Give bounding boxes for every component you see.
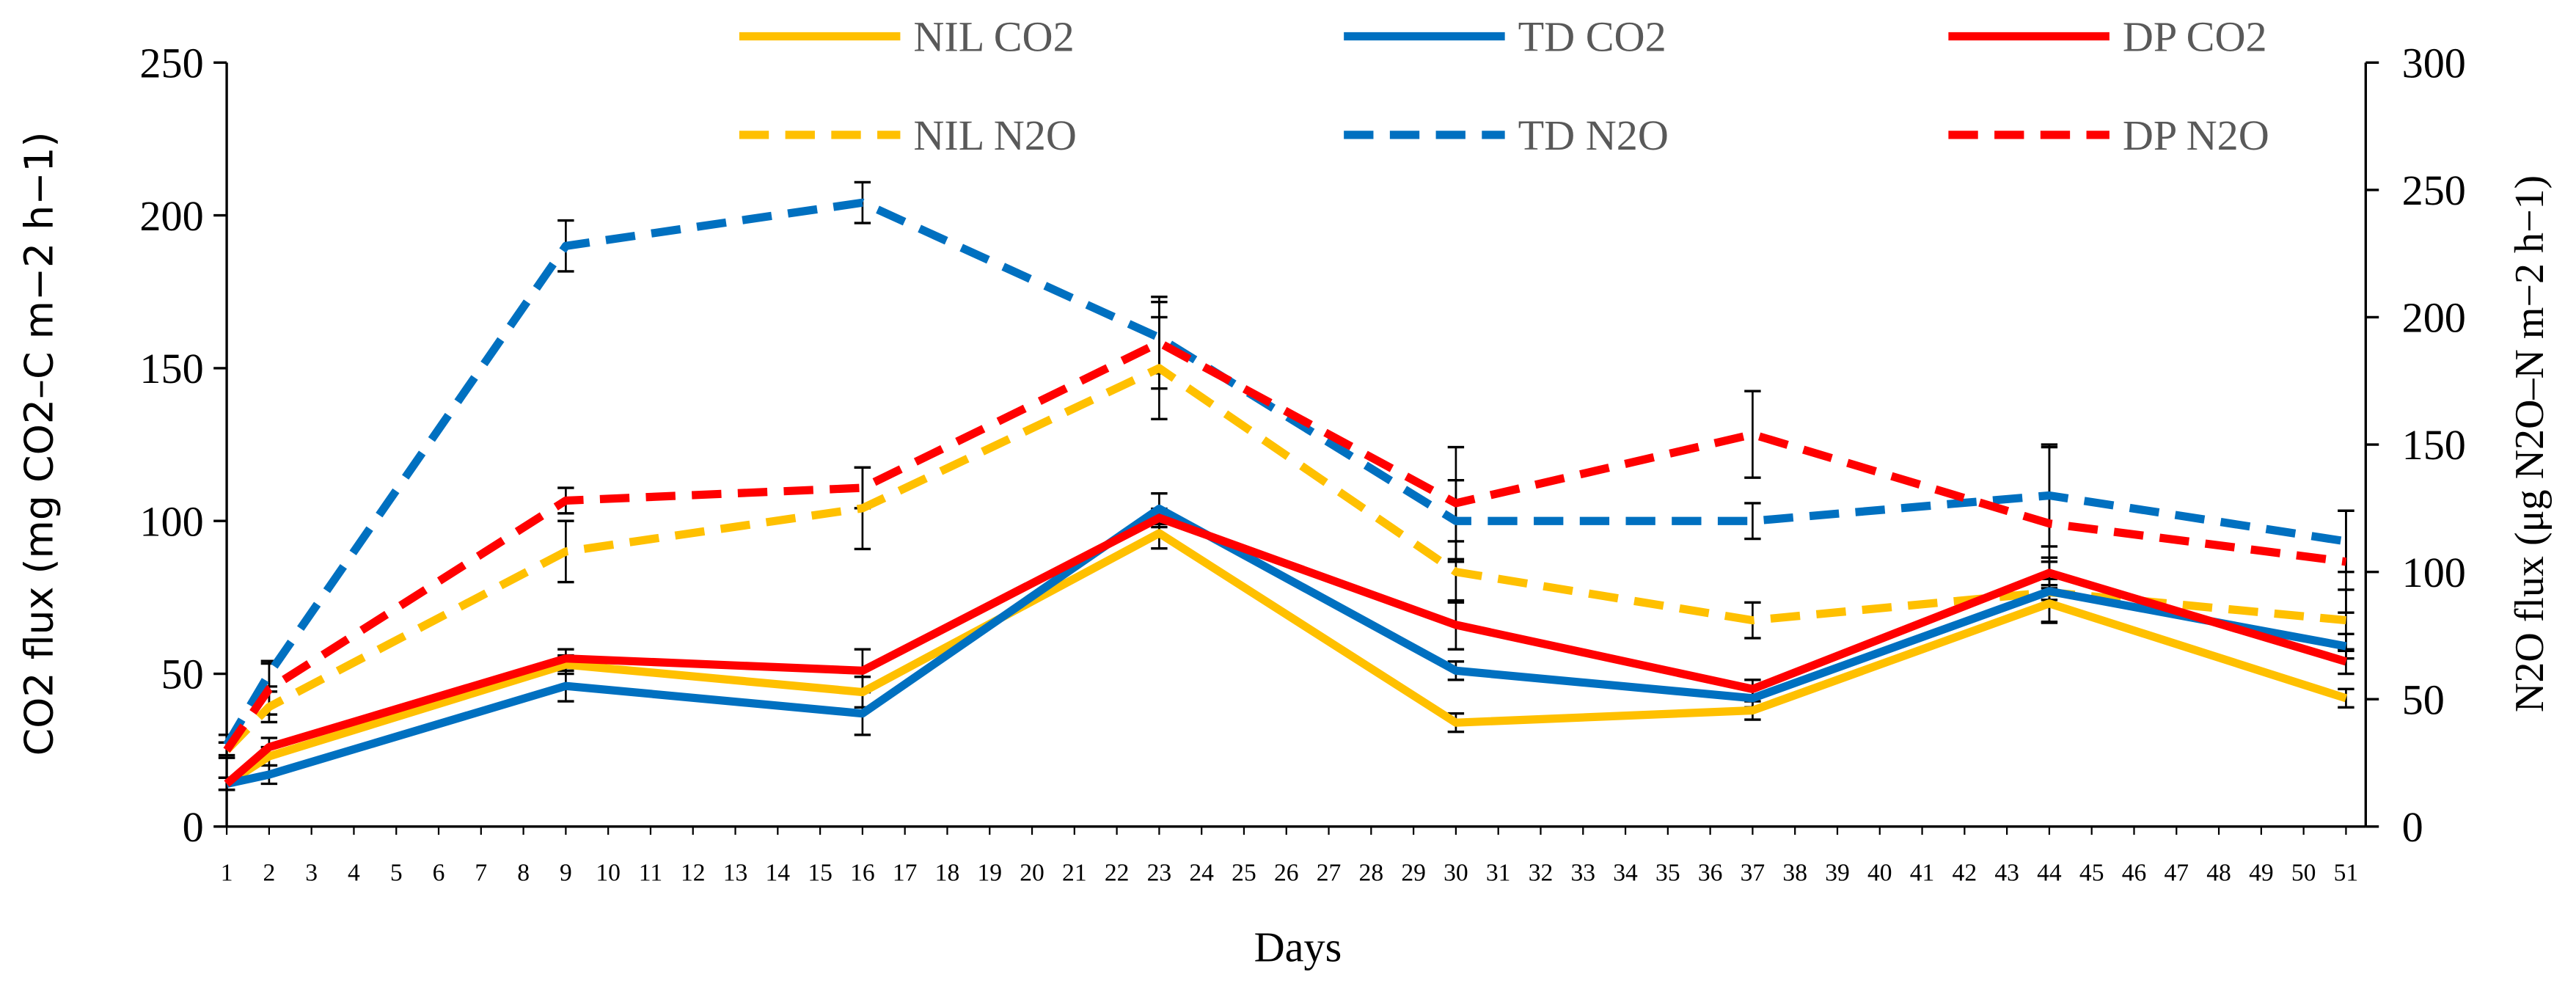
x-tick-label: 45 — [2079, 860, 2104, 887]
nil-n2o-line — [224, 364, 2346, 753]
x-tick-label: 35 — [1655, 860, 1680, 887]
x-tick-label: 12 — [681, 860, 706, 887]
legend-label-td-n2o: TD N2O — [1518, 111, 1669, 159]
x-tick-label: 25 — [1232, 860, 1256, 887]
legend-label-td-co2: TD CO2 — [1518, 13, 1666, 61]
x-tick-label: 28 — [1359, 860, 1384, 887]
td-co2-line — [225, 504, 2347, 788]
x-tick-label: 10 — [596, 860, 621, 887]
y-right-tick-label: 50 — [2402, 676, 2445, 723]
x-tick-label: 40 — [1867, 860, 1892, 887]
x-tick-label: 9 — [560, 860, 572, 887]
x-tick-label: 31 — [1486, 860, 1511, 887]
x-tick-label: 20 — [1020, 860, 1044, 887]
x-tick-label: 29 — [1401, 860, 1426, 887]
y-right-tick-label: 0 — [2402, 803, 2423, 851]
x-tick-label: 32 — [1529, 860, 1554, 887]
x-tick-label: 49 — [2249, 860, 2274, 887]
dp-co2-line — [224, 513, 2348, 787]
x-tick-label: 4 — [348, 860, 360, 887]
y-right-tick-label: 150 — [2402, 421, 2466, 469]
legend-label-nil-n2o: NIL N2O — [913, 111, 1077, 159]
x-tick-label: 24 — [1189, 860, 1214, 887]
y-axis-right-label: N2O flux (μg N2O–N m−2 h−1) — [2507, 175, 2553, 712]
legend: NIL CO2 TD CO2 DP CO2 NIL N2O TD N2O DP N2O — [739, 13, 2269, 159]
td-n2o-line — [223, 198, 2347, 747]
x-tick-label: 51 — [2334, 860, 2359, 887]
x-tick-label: 19 — [977, 860, 1002, 887]
x-tick-label: 11 — [639, 860, 662, 887]
x-tick-label: 39 — [1825, 860, 1850, 887]
x-tick-label: 8 — [517, 860, 530, 887]
x-tick-label: 26 — [1274, 860, 1299, 887]
x-tick-label: 50 — [2291, 860, 2316, 887]
x-tick-label: 15 — [808, 860, 833, 887]
x-tick-label: 42 — [1953, 860, 1977, 887]
x-tick-label: 47 — [2164, 860, 2189, 887]
x-tick-label: 6 — [433, 860, 445, 887]
x-tick-label: 3 — [305, 860, 318, 887]
x-tick-label: 30 — [1443, 860, 1468, 887]
error-bars — [218, 180, 2354, 791]
x-tick-label: 46 — [2122, 860, 2147, 887]
x-tick-label: 13 — [723, 860, 748, 887]
x-tick-label: 2 — [263, 860, 275, 887]
y-right-tick-label: 250 — [2402, 167, 2466, 214]
x-tick-label: 34 — [1613, 860, 1638, 887]
x-tick-label: 33 — [1570, 860, 1595, 887]
x-tick-label: 22 — [1105, 860, 1130, 887]
legend-label-dp-co2: DP CO2 — [2123, 13, 2267, 61]
x-tick-label: 44 — [2037, 860, 2062, 887]
x-tick-label: 48 — [2206, 860, 2231, 887]
x-tick-label: 38 — [1782, 860, 1807, 887]
x-tick-label: 5 — [390, 860, 403, 887]
x-tick-label: 14 — [766, 860, 791, 887]
y-left-tick-label: 200 — [139, 192, 203, 240]
x-tick-label: 37 — [1741, 860, 1765, 887]
y-left-tick-label: 150 — [139, 345, 203, 392]
y-axis-left-label: CO2 flux (mg CO2–C m−2 h−1) — [16, 131, 62, 756]
x-tick-label: 21 — [1062, 860, 1087, 887]
x-tick-label: 17 — [893, 860, 918, 887]
y-left-tick-label: 0 — [183, 803, 204, 851]
y-left-tick-label: 100 — [139, 497, 203, 545]
x-tick-label: 16 — [850, 860, 875, 887]
legend-label-dp-n2o: DP N2O — [2123, 111, 2269, 159]
x-axis-label: Days — [1254, 923, 1342, 970]
x-tick-label: 41 — [1910, 860, 1935, 887]
x-tick-label: 27 — [1317, 860, 1342, 887]
legend-label-nil-co2: NIL CO2 — [913, 13, 1074, 61]
series-lines — [223, 198, 2348, 788]
x-tick-label: 23 — [1147, 860, 1172, 887]
y-left-tick-label: 50 — [161, 651, 204, 698]
x-tick-label: 36 — [1698, 860, 1723, 887]
x-tick-label: 1 — [221, 860, 233, 887]
x-tick-label: 7 — [475, 860, 487, 887]
x-tick-label: 43 — [1994, 860, 2019, 887]
y-left-tick-label: 250 — [139, 39, 203, 87]
y-right-tick-label: 200 — [2402, 294, 2466, 342]
y-right-tick-label: 300 — [2402, 39, 2466, 87]
nil-co2-line — [224, 529, 2348, 788]
y-right-tick-label: 100 — [2402, 549, 2466, 596]
dp-n2o-line — [223, 338, 2347, 753]
x-tick-label: 18 — [935, 860, 960, 887]
